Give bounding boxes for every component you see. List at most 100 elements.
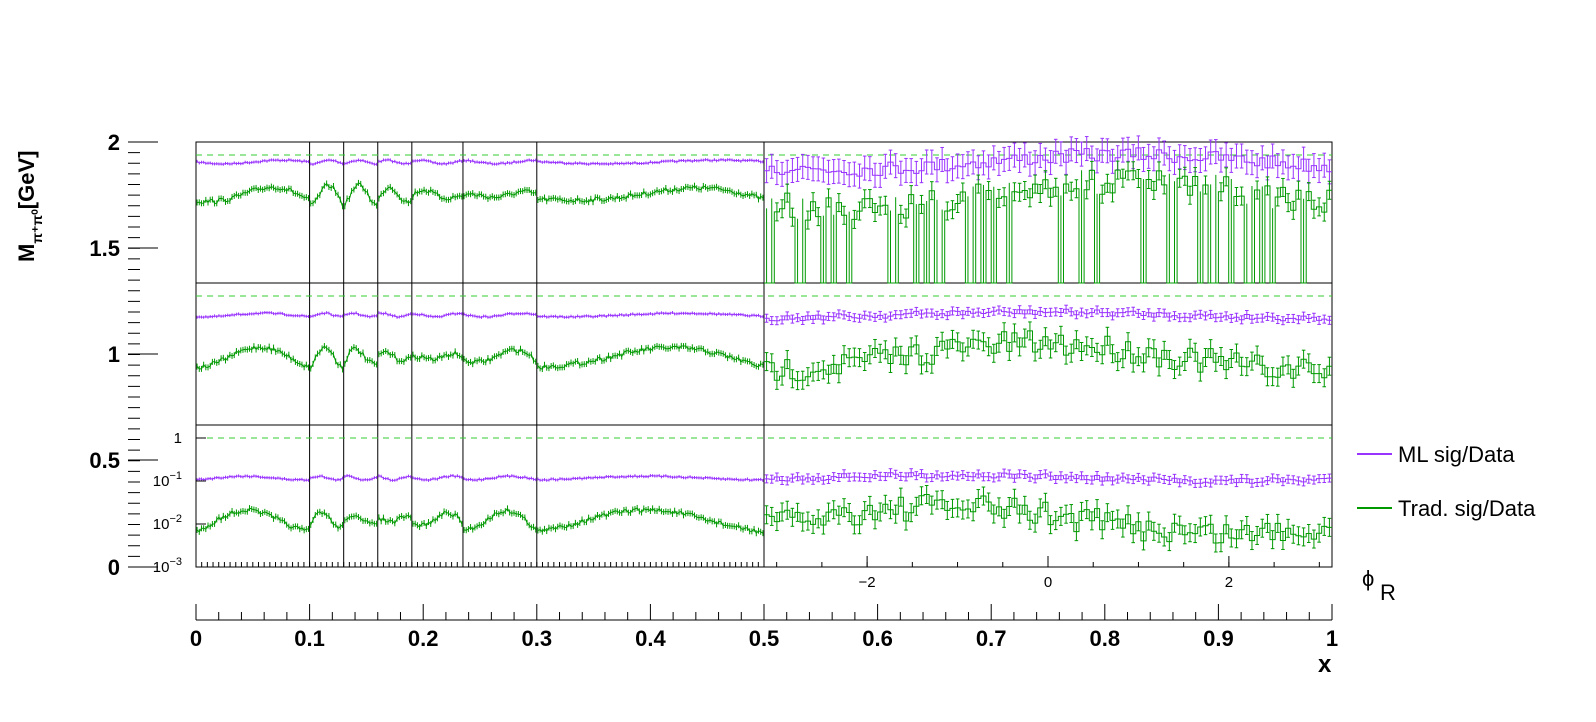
series-line xyxy=(196,345,309,370)
series-line xyxy=(463,189,536,200)
series-group-ml xyxy=(764,135,1332,189)
series-group-trad xyxy=(764,160,1332,284)
series-group-ml xyxy=(378,474,412,482)
y-tick-label: 1.5 xyxy=(89,236,120,261)
series-line xyxy=(463,507,537,531)
x-axis-title: x xyxy=(1318,651,1332,678)
reference-lines xyxy=(196,154,1332,439)
series-line xyxy=(378,475,411,481)
series-line xyxy=(764,472,1332,484)
series-group-trad xyxy=(344,179,378,210)
series-line xyxy=(764,308,1332,322)
series-group-ml xyxy=(463,474,537,482)
series-line xyxy=(378,186,412,204)
series-line xyxy=(344,346,377,365)
series-group-trad xyxy=(196,343,310,372)
svg-text:Mπ⁺π⁰[GeV]: Mπ⁺π⁰[GeV] xyxy=(14,151,45,262)
series-group-trad xyxy=(344,344,378,368)
x-tick-label: 0.4 xyxy=(635,626,666,651)
x-tick-label: 0.9 xyxy=(1203,626,1234,651)
x-tick-label: 0 xyxy=(190,626,202,651)
series-group-trad xyxy=(537,504,764,537)
series-line xyxy=(310,511,343,530)
series-group-ml xyxy=(344,311,378,319)
series-group-trad xyxy=(537,342,764,373)
legend: ML sig/Data Trad. sig/Data xyxy=(1357,442,1536,521)
series-group-ml xyxy=(537,311,764,319)
series-group-ml xyxy=(196,158,310,166)
series-group-ml xyxy=(344,158,378,166)
series-line xyxy=(310,475,343,481)
series-group-trad xyxy=(310,343,344,373)
series-line xyxy=(412,159,462,165)
series-line xyxy=(197,311,309,318)
series-group-ml xyxy=(537,474,764,482)
phi-tick-label: 2 xyxy=(1225,574,1233,591)
series-line xyxy=(310,159,343,165)
series-line xyxy=(197,186,309,205)
series-line xyxy=(463,474,536,481)
y-axis-title: Mπ⁺π⁰[GeV] xyxy=(14,151,45,262)
series-line xyxy=(764,330,1332,382)
series-group-ml xyxy=(310,311,344,318)
series-line xyxy=(196,475,309,481)
log-tick-exponent: −1 xyxy=(169,470,182,482)
series-group-ml xyxy=(310,158,344,166)
log-tick-exponent: −3 xyxy=(169,556,182,568)
series-group-trad xyxy=(463,345,537,368)
series-line xyxy=(463,159,536,165)
series-line xyxy=(537,507,764,535)
series-group-ml xyxy=(310,474,344,482)
y-tick-label: 1 xyxy=(108,342,120,367)
series-line xyxy=(764,147,1332,177)
series-line xyxy=(413,312,462,318)
series-line xyxy=(412,510,463,528)
series-line xyxy=(463,312,536,318)
series-group-ml xyxy=(196,474,310,482)
series-line xyxy=(196,507,309,533)
log-tick-label: 1 xyxy=(174,430,182,447)
y-tick-label: 2 xyxy=(108,130,120,155)
series-line xyxy=(412,350,463,362)
series-line xyxy=(344,312,377,318)
series-group-ml xyxy=(344,474,378,482)
series-group-ml xyxy=(463,158,537,166)
x-tick-label: 0.3 xyxy=(522,626,553,651)
series-line xyxy=(537,184,764,204)
axes-layer: 0 0.5 1 1.5 2 10−3 10−2 10−1 1 −2 0 2 0 0.1 0.2 0.3 0.4 0… xyxy=(89,130,1338,651)
series-group-trad xyxy=(764,485,1332,553)
series-line xyxy=(378,514,412,525)
series-line xyxy=(412,474,462,481)
series-group-trad xyxy=(378,347,412,365)
series-group-trad xyxy=(412,186,463,203)
svg-text:R: R xyxy=(1380,580,1396,605)
series-group-trad xyxy=(378,183,412,207)
legend-trad-label: Trad. sig/Data xyxy=(1398,496,1536,521)
series-line xyxy=(310,312,343,317)
phi-axis-title: ϕ R xyxy=(1362,566,1396,605)
series-group-ml xyxy=(537,158,764,166)
series-line xyxy=(378,350,411,363)
series-group-trad xyxy=(463,505,537,534)
series-layer xyxy=(196,135,1332,553)
series-group-ml xyxy=(412,311,463,319)
series-group-trad xyxy=(412,508,463,530)
x-tick-label: 0.5 xyxy=(749,626,780,651)
series-line xyxy=(537,311,763,318)
series-line xyxy=(310,345,343,370)
series-line xyxy=(764,494,1332,544)
series-group-ml xyxy=(764,304,1332,326)
x-tick-label: 0.6 xyxy=(862,626,893,651)
series-group-trad xyxy=(378,512,412,527)
log-tick-label: 10−2 xyxy=(153,513,182,533)
series-line xyxy=(344,475,377,481)
x-tick-label: 0.2 xyxy=(408,626,439,651)
series-group-trad xyxy=(537,182,764,206)
series-line xyxy=(344,514,377,525)
x-tick-label: 0.1 xyxy=(294,626,325,651)
series-group-trad xyxy=(412,348,463,364)
series-group-ml xyxy=(412,158,463,166)
series-line xyxy=(537,159,763,165)
series-group-ml xyxy=(412,474,463,482)
x-tick-label: 1 xyxy=(1326,626,1338,651)
